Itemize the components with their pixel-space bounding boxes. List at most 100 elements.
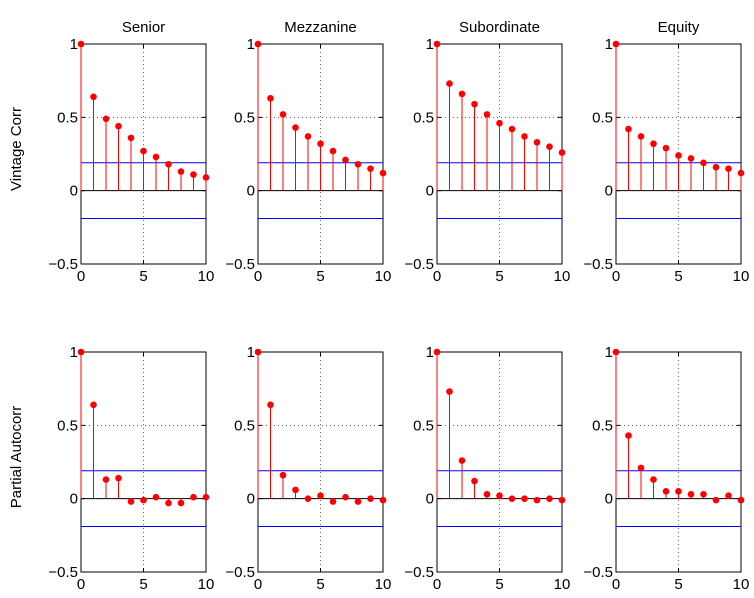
stem-marker — [533, 138, 541, 146]
stem-marker — [90, 401, 97, 409]
stem-marker — [77, 348, 85, 356]
y-tick-label: 0.5 — [592, 417, 613, 434]
stem-marker — [446, 388, 453, 395]
stem-marker — [152, 493, 160, 501]
stem-marker — [127, 134, 135, 142]
stem-marker — [354, 160, 362, 168]
panel-title: Senior — [122, 19, 165, 36]
stem-marker — [662, 488, 670, 495]
x-tick-label: 5 — [495, 268, 503, 285]
stem-marker — [433, 348, 441, 356]
panel-title: Subordinate — [459, 19, 540, 36]
stem-marker — [662, 144, 670, 152]
y-tick-label: −0.5 — [48, 256, 78, 273]
panel-title: Equity — [658, 19, 700, 36]
stem-marker — [190, 171, 197, 178]
stem-marker — [675, 152, 682, 159]
y-tick-label: 0.5 — [57, 109, 78, 126]
y-tick-label: 1 — [247, 36, 255, 53]
stem-marker — [304, 495, 312, 502]
x-tick-label: 10 — [733, 268, 750, 285]
stem-marker — [458, 457, 466, 464]
stem-marker — [558, 496, 566, 504]
stem-marker — [77, 40, 85, 48]
y-tick-label: 0 — [426, 183, 434, 200]
x-tick-label: 5 — [316, 576, 324, 593]
y-tick-label: 0.5 — [57, 417, 78, 434]
x-tick-label: 10 — [375, 576, 392, 593]
stem-marker — [152, 153, 160, 161]
stem-marker — [202, 174, 210, 181]
stem-marker — [115, 122, 122, 130]
y-tick-label: −0.5 — [48, 564, 78, 581]
y-tick-label: −0.5 — [225, 256, 255, 273]
row-label: Vintage Corr — [8, 107, 25, 191]
stem-marker — [279, 111, 287, 118]
x-tick-label: 5 — [495, 576, 503, 593]
y-tick-label: 0 — [247, 183, 255, 200]
stem-marker — [687, 490, 695, 498]
x-tick-label: 0 — [612, 268, 620, 285]
stem-marker — [165, 160, 172, 168]
x-tick-label: 0 — [433, 268, 441, 285]
stem-marker — [612, 40, 620, 48]
stem-marker — [342, 156, 349, 164]
stem-marker — [165, 499, 172, 507]
stem-marker — [637, 464, 645, 472]
stem-marker — [342, 493, 349, 501]
x-tick-label: 10 — [198, 576, 215, 593]
stem-marker — [115, 474, 122, 482]
y-tick-label: 0 — [605, 183, 613, 200]
y-tick-label: 1 — [605, 344, 613, 361]
y-tick-label: 0.5 — [592, 109, 613, 126]
panel-1-2: 0 5 10−0.500.51 — [404, 344, 570, 593]
x-tick-label: 10 — [375, 268, 392, 285]
stem-marker — [546, 495, 553, 502]
stem-marker — [177, 168, 185, 175]
stem-marker — [533, 496, 541, 504]
stem-marker — [190, 493, 197, 501]
y-tick-label: 0 — [605, 491, 613, 508]
stem-marker — [267, 94, 274, 102]
stem-marker — [737, 496, 745, 504]
stem-marker — [483, 490, 491, 498]
stem-marker — [508, 495, 516, 502]
stem-marker — [254, 40, 262, 48]
stem-marker — [279, 471, 287, 479]
stem-marker — [102, 115, 110, 123]
panel-1-1: 0 5 10−0.500.51 — [225, 344, 391, 593]
y-tick-label: 0.5 — [234, 109, 255, 126]
stem-marker — [496, 119, 503, 127]
stem-marker — [521, 133, 528, 140]
y-tick-label: −0.5 — [583, 256, 613, 273]
x-tick-label: 10 — [554, 268, 571, 285]
stem-marker — [202, 493, 210, 501]
stem-marker — [367, 495, 374, 502]
stem-marker — [725, 492, 732, 500]
stem-marker — [471, 100, 478, 108]
stem-marker — [379, 496, 387, 504]
stem-marker — [304, 133, 312, 140]
stem-marker — [546, 143, 553, 150]
stem-marker — [254, 348, 262, 356]
y-tick-label: 0 — [426, 491, 434, 508]
stem-marker — [329, 147, 337, 155]
y-tick-label: −0.5 — [225, 564, 255, 581]
stem-marker — [267, 401, 274, 409]
y-tick-label: 0 — [247, 491, 255, 508]
stem-marker — [90, 93, 97, 101]
stem-marker — [625, 432, 632, 439]
y-tick-label: 0.5 — [234, 417, 255, 434]
stem-marker — [712, 496, 720, 504]
panel-title: Mezzanine — [284, 19, 357, 36]
panel-1-3: 0 5 10−0.500.51 — [583, 344, 749, 593]
y-tick-label: −0.5 — [404, 564, 434, 581]
y-tick-label: 0.5 — [413, 417, 434, 434]
x-tick-label: 0 — [254, 268, 262, 285]
x-tick-label: 0 — [433, 576, 441, 593]
stem-marker — [650, 476, 657, 483]
y-tick-label: 1 — [605, 36, 613, 53]
